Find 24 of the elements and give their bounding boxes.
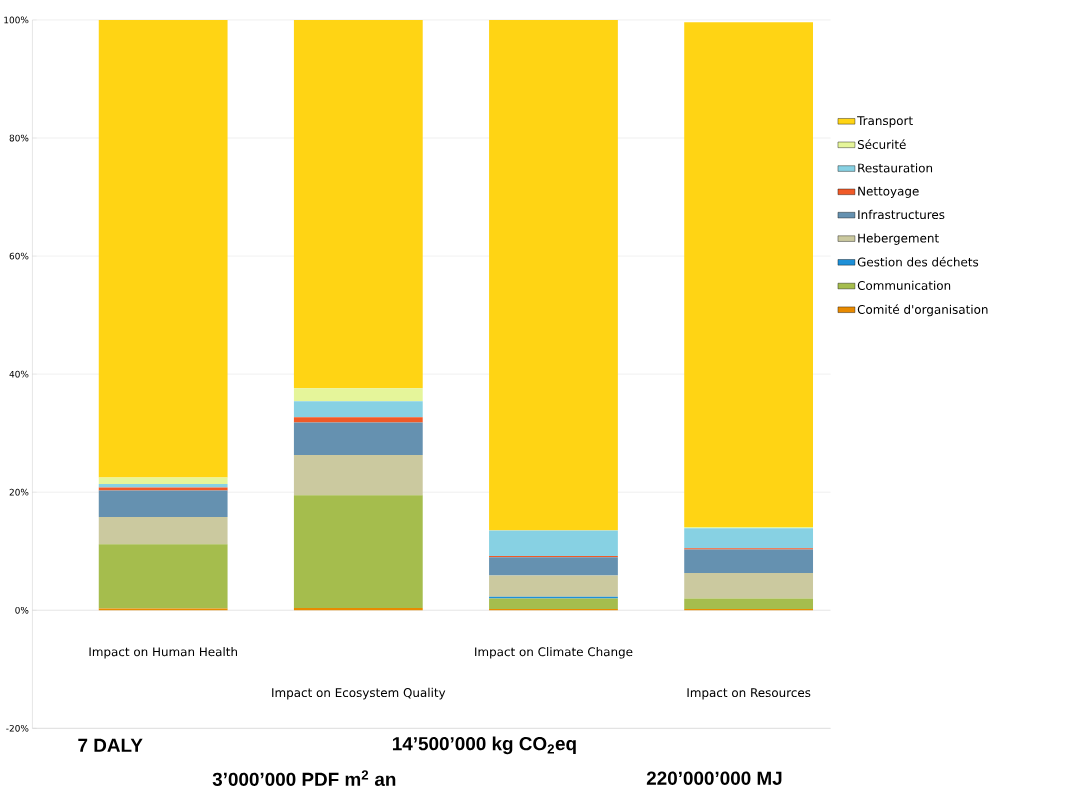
text: 7 DALY xyxy=(78,738,143,752)
legend-label: Infrastructures xyxy=(858,209,945,220)
text: 14’500’000 kg CO$_{2}$eq xyxy=(392,736,576,755)
legend-label: Comité d'organisation xyxy=(857,304,988,317)
legend-label: Hebergement xyxy=(858,233,939,245)
y-tick-label: 80% xyxy=(9,134,29,142)
legend-label: Transport xyxy=(857,116,913,128)
legend-label: Nettoyage xyxy=(858,186,919,198)
x-tick-label: Impact on Human Health xyxy=(89,646,237,659)
legend-label: Gestion des déchets xyxy=(857,256,979,267)
legend-label: Restauration xyxy=(858,163,933,173)
x-tick-label: Impact on Resources xyxy=(687,688,811,700)
y-tick-label: 40% xyxy=(9,370,29,378)
x-tick-label: Impact on Ecosystem Quality xyxy=(272,687,446,700)
text: 3’000’000 PDF m$^{2}$ an xyxy=(212,770,396,786)
y-tick-label: 20% xyxy=(9,488,29,496)
y-tick-label: 60% xyxy=(9,252,29,260)
legend-label: Communication xyxy=(857,280,951,290)
legend-label: Sécurité xyxy=(857,139,906,149)
x-tick-label: Impact on Climate Change xyxy=(475,646,633,659)
y-tick-label: 100% xyxy=(4,16,29,24)
y-tick-label: -20% xyxy=(6,724,29,732)
y-tick-label: 0% xyxy=(15,606,29,614)
text: 220’000’000 MJ xyxy=(646,771,782,785)
